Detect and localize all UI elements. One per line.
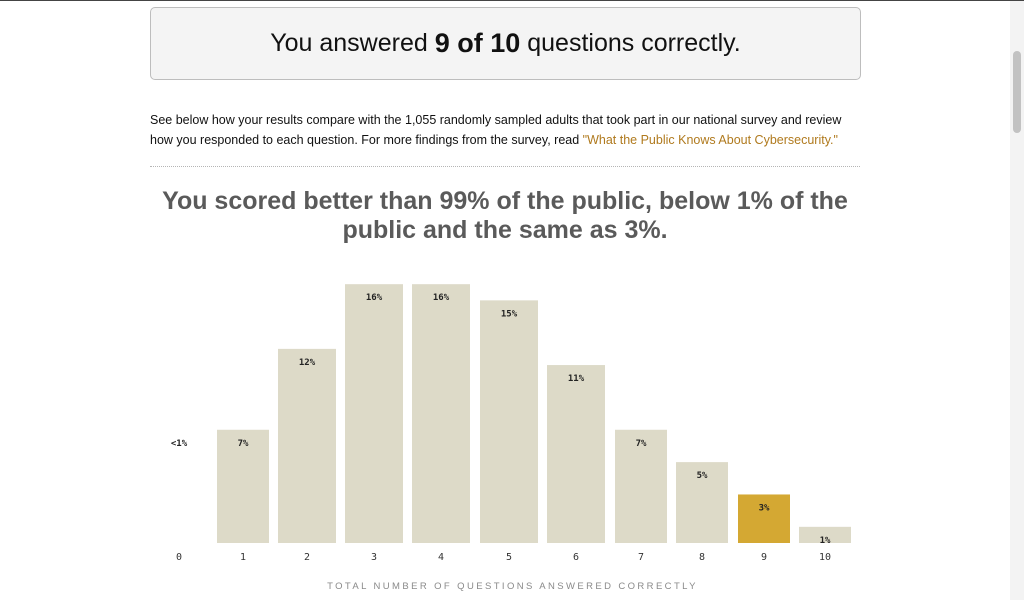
intro-text: See below how your results compare with … bbox=[150, 113, 842, 147]
data-label-2: 12% bbox=[299, 358, 316, 368]
data-label-1: 7% bbox=[238, 439, 249, 449]
x-tick-10: 10 bbox=[819, 552, 831, 563]
chart-headline: You scored better than 99% of the public… bbox=[162, 187, 848, 244]
x-tick-7: 7 bbox=[638, 552, 644, 563]
x-tick-2: 2 bbox=[304, 552, 310, 563]
dotted-divider bbox=[150, 166, 860, 167]
x-tick-4: 4 bbox=[438, 552, 444, 563]
bar-8 bbox=[676, 462, 728, 543]
x-tick-1: 1 bbox=[240, 552, 246, 563]
x-tick-9: 9 bbox=[761, 552, 767, 563]
data-label-0: <1% bbox=[171, 439, 188, 449]
bar-2 bbox=[278, 348, 336, 543]
bar-10 bbox=[799, 526, 851, 543]
scrollbar-thumb[interactable] bbox=[1013, 51, 1021, 133]
data-label-8: 5% bbox=[697, 471, 708, 481]
data-label-3: 16% bbox=[366, 293, 383, 303]
score-suffix: questions correctly. bbox=[527, 29, 741, 57]
x-axis-title: TOTAL NUMBER OF QUESTIONS ANSWERED CORRE… bbox=[327, 581, 698, 592]
scrollbar[interactable] bbox=[1010, 1, 1024, 600]
x-tick-0: 0 bbox=[176, 552, 182, 563]
report-link[interactable]: "What the Public Knows About Cybersecuri… bbox=[582, 133, 838, 147]
score-prefix: You answered bbox=[270, 29, 428, 57]
x-tick-6: 6 bbox=[573, 552, 579, 563]
data-label-4: 16% bbox=[433, 293, 450, 303]
x-tick-3: 3 bbox=[371, 552, 377, 563]
data-label-10: 1% bbox=[820, 536, 831, 546]
score-distribution-chart: <1% 0 7% 1 12% 2 16% 3 16% 4 15% 5 11% 6 7% 7 5% 8 3% 9 1% 10 bbox=[171, 284, 851, 563]
bar-6 bbox=[547, 365, 605, 543]
bar-9 bbox=[738, 494, 790, 543]
x-tick-8: 8 bbox=[699, 552, 705, 563]
intro-paragraph: See below how your results compare with … bbox=[150, 110, 860, 150]
data-label-5: 15% bbox=[501, 309, 518, 319]
data-label-7: 7% bbox=[636, 439, 647, 449]
bar-3 bbox=[345, 284, 403, 543]
data-label-6: 11% bbox=[568, 374, 585, 384]
data-label-9: 3% bbox=[759, 503, 770, 513]
top-border bbox=[0, 0, 1024, 1]
score-value: 9 of 10 bbox=[434, 28, 521, 58]
x-tick-5: 5 bbox=[506, 552, 512, 563]
bar-7 bbox=[615, 429, 667, 543]
bar-4 bbox=[412, 284, 470, 543]
bar-5 bbox=[480, 300, 538, 543]
bar-1 bbox=[217, 429, 269, 543]
score-summary-box: You answered 9 of 10 questions correctly… bbox=[150, 7, 861, 80]
